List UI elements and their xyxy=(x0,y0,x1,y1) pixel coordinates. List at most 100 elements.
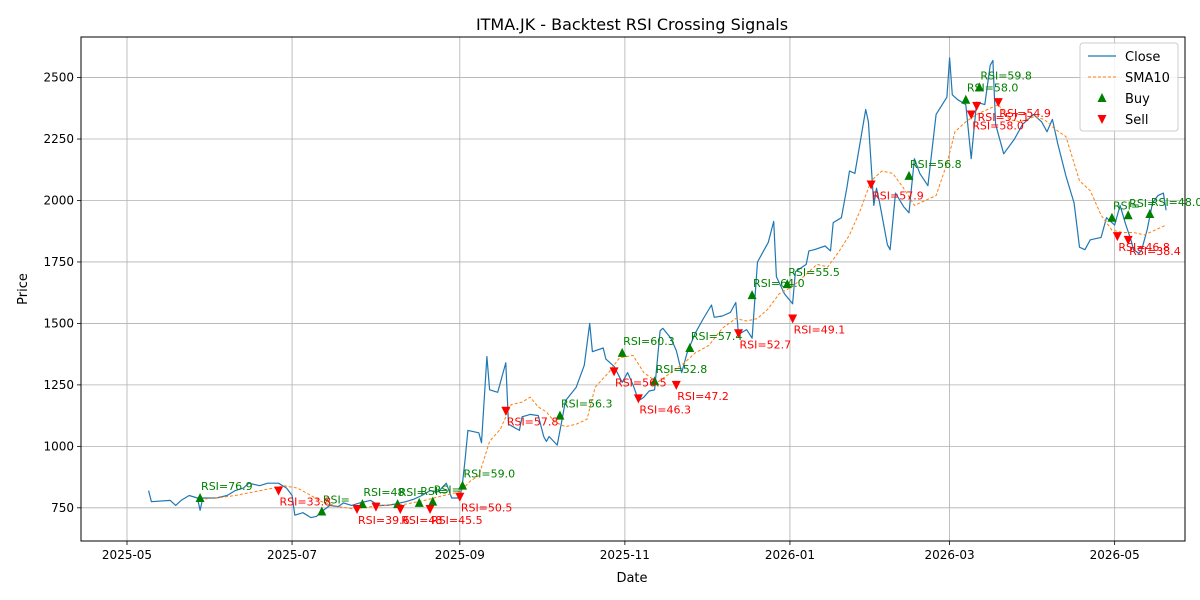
x-axis: 2025-05 2025-07 2025-09 2025-11 2026-01 2026-… xyxy=(102,541,1140,562)
legend-buy-swatch xyxy=(1097,93,1107,102)
legend-label: Sell xyxy=(1125,113,1148,128)
buy-signal-label: RSI=59.0 xyxy=(464,468,516,481)
sell-signal-marker xyxy=(371,502,381,512)
y-tick-label: 2500 xyxy=(43,71,74,85)
buy-signal-label: RSI= xyxy=(1113,200,1140,213)
buy-signal-marker xyxy=(1123,210,1133,220)
sell-signal-marker xyxy=(274,486,284,496)
buy-signal-label: RSI=55.5 xyxy=(788,266,840,279)
sell-signal-label: RSI=52.7 xyxy=(740,338,792,351)
x-tick-label: 2025-11 xyxy=(600,548,650,562)
sell-signal-marker xyxy=(352,505,362,515)
x-tick-label: 2025-05 xyxy=(102,548,152,562)
buy-signal-label: RSI=56.8 xyxy=(910,158,962,171)
sell-signal-label: RSI=49.1 xyxy=(794,324,846,337)
buy-signal-marker xyxy=(414,497,424,507)
buy-signal-label: RSI=48.0 xyxy=(1151,196,1200,209)
sell-signal-marker xyxy=(633,394,643,404)
buy-signal-label: RSI=76.9 xyxy=(201,480,253,493)
y-tick-label: 750 xyxy=(51,501,74,515)
x-tick-label: 2025-07 xyxy=(267,548,317,562)
sell-signal-marker xyxy=(425,505,435,515)
legend-label: Close xyxy=(1125,50,1160,65)
buy-signal-label: RSI= xyxy=(420,485,447,498)
sell-signal-marker xyxy=(455,492,465,502)
sell-signal-label: RSI=57.1 xyxy=(978,111,1030,124)
sell-signal-marker xyxy=(972,101,982,111)
sell-signal-marker xyxy=(788,314,798,324)
buy-signal-marker xyxy=(317,506,327,516)
legend-box xyxy=(1079,42,1179,132)
buy-signal-marker xyxy=(428,496,438,506)
sell-signal-marker xyxy=(734,329,744,339)
buy-signal-label: RSI=59.8 xyxy=(980,69,1032,82)
sell-signal-label: RSI=33.8 xyxy=(280,496,332,509)
buy-signal-marker xyxy=(555,410,565,420)
sell-signal-label: RSI=54.9 xyxy=(999,107,1051,120)
y-tick-label: 1500 xyxy=(43,316,74,330)
close-price-line xyxy=(148,57,1167,519)
sell-signal-label: RSI=48 xyxy=(401,514,442,527)
sell-signal-label: RSI=57.8 xyxy=(507,416,559,429)
sell-signal-marker xyxy=(966,110,976,120)
buy-signal-label: RSI=48 xyxy=(363,486,404,499)
legend-label: SMA10 xyxy=(1125,71,1170,86)
buy-signal-marker xyxy=(458,480,468,490)
sma10-line xyxy=(200,103,1167,510)
y-axis: 750 1000 1250 1500 1750 2000 2250 2500 xyxy=(43,71,81,515)
chart-title: ITMA.JK - Backtest RSI Crossing Signals xyxy=(476,15,788,34)
legend: Close SMA10 Buy Sell xyxy=(1079,42,1179,132)
sell-signal-label: RSI=45.5 xyxy=(431,514,483,527)
sell-signal-marker xyxy=(395,505,405,515)
buy-signal-label: RSI=57.4 xyxy=(691,330,743,343)
sell-signal-marker xyxy=(609,367,619,377)
x-tick-label: 2026-05 xyxy=(1090,548,1140,562)
sell-signal-label: RSI=50.5 xyxy=(461,502,513,515)
sell-signal-label: RSI=38.4 xyxy=(1129,245,1181,258)
sell-signal-label: RSI=57.9 xyxy=(872,190,924,203)
sell-signal-marker xyxy=(1112,232,1122,242)
buy-signal-marker xyxy=(974,82,984,92)
buy-signal-marker xyxy=(1107,212,1117,222)
buy-signal-marker xyxy=(617,347,627,357)
x-tick-label: 2026-01 xyxy=(765,548,815,562)
x-axis-label: Date xyxy=(616,571,647,586)
sell-signal-marker xyxy=(671,380,681,390)
x-tick-label: 2026-03 xyxy=(925,548,975,562)
sell-signal-marker xyxy=(866,180,876,190)
buy-signal-label: RSI= xyxy=(434,484,461,497)
buy-signal-label: RSI=64.0 xyxy=(753,277,805,290)
buy-signal-marker xyxy=(782,279,792,289)
sell-signal-marker xyxy=(1123,235,1133,245)
y-axis-label: Price xyxy=(16,273,31,305)
buy-signal-label: RSI=56.3 xyxy=(561,398,613,411)
sell-signal-label: RSI=47.2 xyxy=(677,390,729,403)
plot-area: RSI=76.9RSI=RSI=48RSI=RSI=RSI=RSI=59.0RS… xyxy=(148,57,1200,527)
buy-signal-label: RSI=60.3 xyxy=(623,335,675,348)
y-tick-label: 1250 xyxy=(43,378,74,392)
buy-signal-marker xyxy=(195,492,205,502)
buy-signal-label: RSI=52.8 xyxy=(656,363,708,376)
axes-frame xyxy=(80,36,1186,542)
sell-signal-label: RSI=39.6 xyxy=(358,514,410,527)
y-tick-label: 1000 xyxy=(43,439,74,453)
sell-signal-marker xyxy=(993,98,1003,108)
buy-signal-marker xyxy=(1145,209,1155,219)
buy-signal-marker xyxy=(961,94,971,104)
grid xyxy=(81,37,1185,541)
sell-signal-label: RSI=46.8 xyxy=(1118,241,1170,254)
buy-signal-marker xyxy=(650,376,660,386)
sell-signal-label: RSI=58.0 xyxy=(972,119,1024,132)
buy-signal-marker xyxy=(685,343,695,353)
buy-signal-label: RSI= xyxy=(323,493,350,506)
y-tick-label: 2250 xyxy=(43,132,74,146)
y-tick-label: 1750 xyxy=(43,255,74,269)
y-tick-label: 2000 xyxy=(43,193,74,207)
buy-signal-label: RSI= xyxy=(399,486,426,499)
buy-signal-marker xyxy=(904,170,914,180)
buy-signal-label: RSI=58.0 xyxy=(967,82,1019,95)
sell-signal-label: RSI=46.3 xyxy=(639,403,691,416)
legend-label: Buy xyxy=(1125,92,1150,107)
